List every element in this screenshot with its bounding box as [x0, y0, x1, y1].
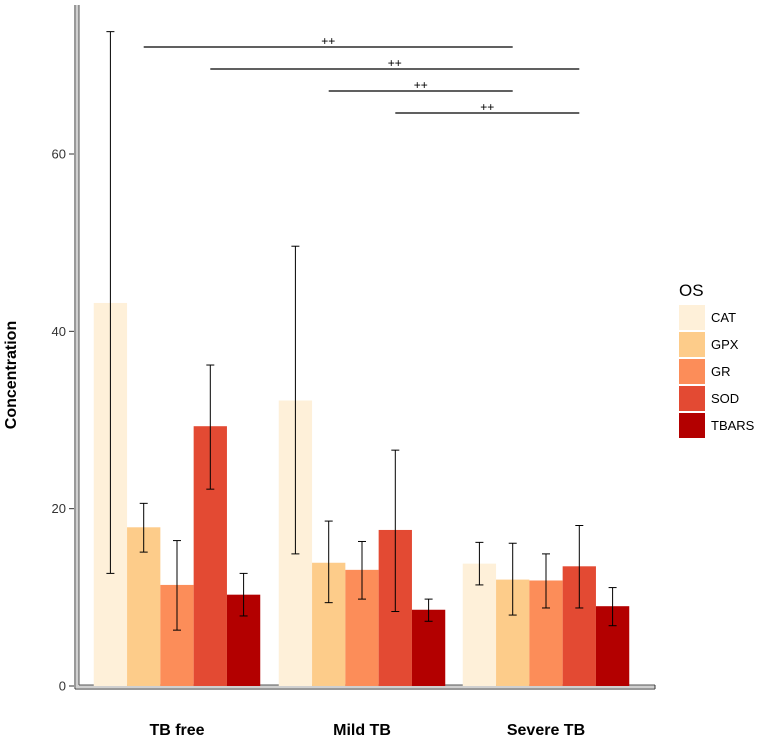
chart-legend: OS CAT GPX GR SOD TBARS [679, 281, 755, 438]
chart-error-bars [106, 31, 617, 631]
legend-swatch [679, 332, 705, 357]
legend-swatch [679, 413, 705, 438]
legend-label: GR [711, 364, 731, 379]
x-tick-label: Mild TB [333, 722, 391, 738]
y-tick-label: 20 [52, 501, 66, 516]
chart-significance-brackets: ++ ++ ++ ++ [143, 34, 580, 114]
legend-label: TBARS [711, 418, 755, 433]
significance-label: ++ [414, 78, 428, 92]
significance-label: ++ [388, 56, 402, 70]
legend-swatch [679, 305, 705, 330]
y-tick-label: 40 [52, 324, 66, 339]
chart-x-ticks: TB free Mild TB Severe TB [149, 722, 585, 738]
significance-label: ++ [480, 100, 494, 114]
legend-label: CAT [711, 310, 736, 325]
y-tick-label: 0 [59, 679, 66, 694]
legend-label: GPX [711, 337, 739, 352]
bar [127, 527, 161, 686]
significance-label: ++ [321, 34, 335, 48]
legend-swatch [679, 359, 705, 384]
y-tick-label: 60 [52, 147, 66, 162]
chart-bars [93, 302, 630, 686]
y-axis-line [76, 5, 79, 688]
x-tick-label: Severe TB [507, 722, 585, 738]
legend-swatch [679, 386, 705, 411]
chart-y-ticks: 0 20 40 60 [52, 147, 74, 694]
bar [411, 609, 446, 686]
y-axis-label: Concentration [3, 321, 20, 429]
x-tick-label: TB free [149, 722, 204, 738]
legend-label: SOD [711, 391, 739, 406]
x-axis-line [76, 685, 655, 688]
legend-title: OS [679, 281, 704, 300]
